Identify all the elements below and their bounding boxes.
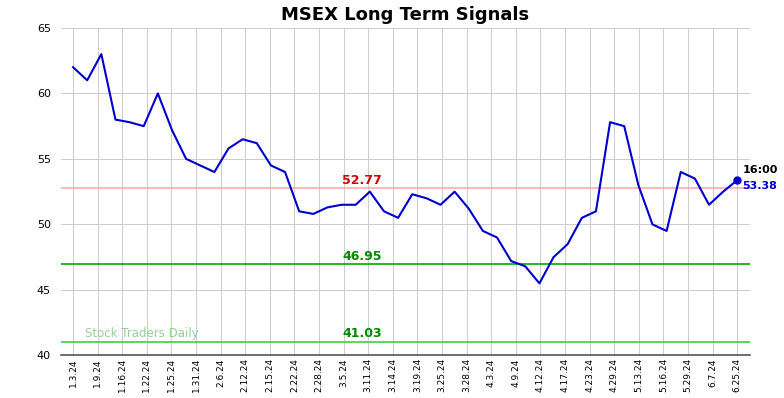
Point xyxy=(731,177,743,183)
Text: 46.95: 46.95 xyxy=(343,250,382,263)
Text: 16:00: 16:00 xyxy=(742,165,778,175)
Text: 52.77: 52.77 xyxy=(343,174,383,187)
Text: 41.03: 41.03 xyxy=(343,327,382,340)
Title: MSEX Long Term Signals: MSEX Long Term Signals xyxy=(281,6,529,23)
Text: 53.38: 53.38 xyxy=(742,181,777,191)
Text: Stock Traders Daily: Stock Traders Daily xyxy=(85,327,199,340)
